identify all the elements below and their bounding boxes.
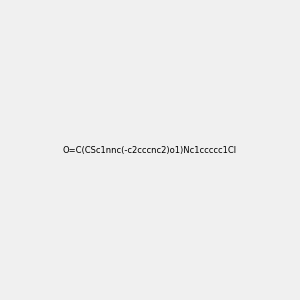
Text: O=C(CSc1nnc(-c2cccnc2)o1)Nc1ccccc1Cl: O=C(CSc1nnc(-c2cccnc2)o1)Nc1ccccc1Cl — [63, 146, 237, 154]
